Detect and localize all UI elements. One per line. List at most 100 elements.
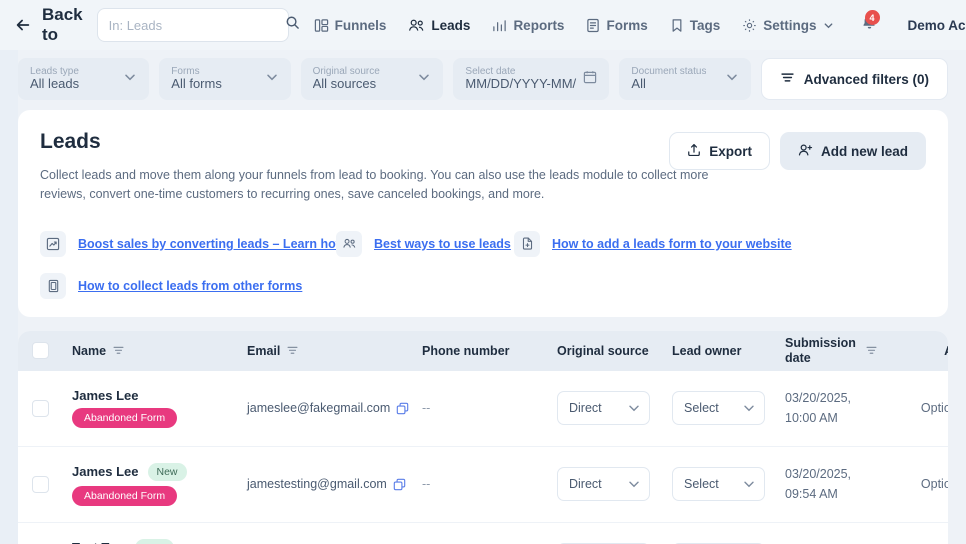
filter-forms[interactable]: Forms All forms [159, 58, 291, 100]
row-checkbox[interactable] [32, 399, 49, 417]
lead-owner-select[interactable]: Select [672, 467, 765, 502]
help-link-collect-other-forms[interactable]: How to collect leads from other forms [40, 272, 926, 299]
filter-document-status[interactable]: Document status All [619, 58, 751, 100]
cell-name: James Lee Abandoned Form [72, 388, 247, 429]
nav-item-leads[interactable]: Leads [397, 10, 481, 40]
column-header-name[interactable]: Name [72, 344, 247, 358]
nav-item-tags-label: Tags [689, 17, 721, 33]
lead-phone: -- [422, 401, 431, 416]
advanced-filters-button[interactable]: Advanced filters (0) [760, 58, 948, 100]
row-checkbox[interactable] [32, 475, 49, 493]
help-links: Boost sales by converting leads – Learn … [18, 221, 948, 317]
leads-intro-card: Leads Collect leads and move them along … [18, 110, 948, 317]
help-link-add-form-label[interactable]: How to add a leads form to your website [552, 236, 792, 251]
copy-icon[interactable] [396, 402, 409, 415]
filter-forms-label: Forms [171, 65, 200, 77]
sort-filter-icon[interactable] [866, 345, 877, 356]
cell-lead-owner: Select [672, 391, 785, 426]
select-all-checkbox[interactable] [32, 342, 49, 360]
cell-submission-date: 03/20/2025, 09:22 AM [785, 540, 918, 544]
filter-document-status-value: All [631, 76, 646, 92]
search-icon[interactable] [285, 15, 300, 35]
nav-item-reports[interactable]: Reports [481, 10, 575, 40]
cell-original-source: Direct [557, 467, 672, 502]
help-link-boost-sales[interactable]: Boost sales by converting leads – Learn … [40, 230, 345, 257]
select-all-cell [32, 342, 72, 360]
cell-submission-date: 03/20/2025, 10:00 AM [785, 388, 918, 429]
lead-name: James Lee [72, 388, 139, 404]
original-source-value: Direct [569, 401, 602, 416]
add-new-lead-button[interactable]: Add new lead [779, 132, 926, 170]
column-header-submission-date[interactable]: Submission date [785, 336, 918, 366]
row-select-cell [32, 399, 72, 417]
cell-lead-owner: Select [672, 467, 785, 502]
chevron-down-icon [629, 481, 639, 488]
sort-filter-icon[interactable] [287, 345, 298, 356]
row-select-cell [32, 475, 72, 493]
table-row[interactable]: James Lee New Abandoned Form jamestestin… [18, 447, 948, 523]
help-link-boost-sales-label[interactable]: Boost sales by converting leads – Learn … [78, 236, 346, 251]
sort-filter-icon[interactable] [113, 345, 124, 356]
account-menu[interactable]: Demo Account [894, 18, 966, 33]
nav-item-forms[interactable]: Forms [575, 10, 658, 40]
help-link-best-ways-label[interactable]: Best ways to use leads [374, 236, 511, 251]
nav-item-funnels[interactable]: Funnels [303, 10, 398, 40]
calendar-icon[interactable] [577, 70, 597, 89]
nav-item-tags[interactable]: Tags [659, 10, 732, 40]
filter-original-source-value: All sources [312, 76, 377, 92]
gear-icon [742, 18, 757, 33]
column-header-email[interactable]: Email [247, 344, 422, 358]
chevron-down-icon[interactable] [117, 70, 137, 89]
chevron-down-icon [823, 20, 834, 31]
help-link-best-ways[interactable]: Best ways to use leads [336, 230, 514, 257]
cell-name: Test Two New Abandoned Form [72, 538, 247, 544]
original-source-select[interactable]: Direct [557, 467, 650, 502]
add-new-lead-label: Add new lead [820, 143, 908, 159]
nav-item-settings[interactable]: Settings [731, 10, 844, 40]
filter-forms-value: All forms [171, 76, 222, 92]
notifications-button[interactable]: 4 [845, 10, 894, 36]
reports-icon [492, 18, 507, 33]
cell-submission-date: 03/20/2025, 09:54 AM [785, 464, 918, 505]
options-button-label: Options [920, 477, 948, 492]
table-row[interactable]: Test Two New Abandoned Form testtwo@gmai… [18, 523, 948, 544]
original-source-select[interactable]: Direct [557, 391, 650, 426]
filter-select-date[interactable]: Select date MM/DD/YYYY-MM/DD/YYY [453, 58, 610, 100]
filter-leads-type[interactable]: Leads type All leads [18, 58, 150, 100]
back-button[interactable]: Back to [14, 5, 97, 45]
cell-phone: -- [422, 477, 557, 491]
copy-icon[interactable] [393, 478, 406, 491]
submission-date-line2: 09:54 AM [785, 487, 838, 502]
column-header-actions: Actions [918, 344, 948, 358]
lead-owner-select[interactable]: Select [672, 391, 765, 426]
table-row[interactable]: James Lee Abandoned Form jameslee@fakegm… [18, 371, 948, 447]
search-box[interactable] [96, 8, 299, 42]
lead-name: James Lee [72, 464, 139, 480]
original-source-value: Direct [569, 477, 602, 492]
account-label: Demo Account [907, 17, 966, 33]
document-icon [40, 272, 66, 299]
search-input[interactable] [108, 17, 285, 33]
chevron-down-icon [744, 405, 754, 412]
help-link-add-form[interactable]: How to add a leads form to your website [514, 230, 792, 257]
filter-bar: Leads type All leads Forms All forms Ori… [0, 50, 966, 110]
filter-original-source[interactable]: Original source All sources [300, 58, 444, 100]
leads-table: Name Email Phone number Original source … [18, 330, 948, 544]
cell-original-source: Direct [557, 391, 672, 426]
chevron-down-icon[interactable] [719, 70, 739, 89]
new-badge: New [147, 462, 187, 481]
column-header-phone: Phone number [422, 344, 557, 358]
options-button[interactable]: Options [921, 401, 948, 415]
export-button[interactable]: Export [669, 132, 770, 170]
file-plus-icon [514, 230, 540, 257]
leads-icon [408, 18, 425, 33]
filter-document-status-label: Document status [631, 65, 707, 77]
options-button[interactable]: Options [921, 477, 948, 491]
chevron-down-icon[interactable] [411, 70, 431, 89]
chevron-down-icon[interactable] [259, 70, 279, 89]
column-header-email-label: Email [247, 343, 281, 358]
column-header-lead-owner-label: Lead owner [672, 343, 742, 358]
help-link-collect-other-forms-label[interactable]: How to collect leads from other forms [78, 278, 303, 293]
people-icon [336, 230, 362, 257]
upload-icon [687, 143, 701, 160]
